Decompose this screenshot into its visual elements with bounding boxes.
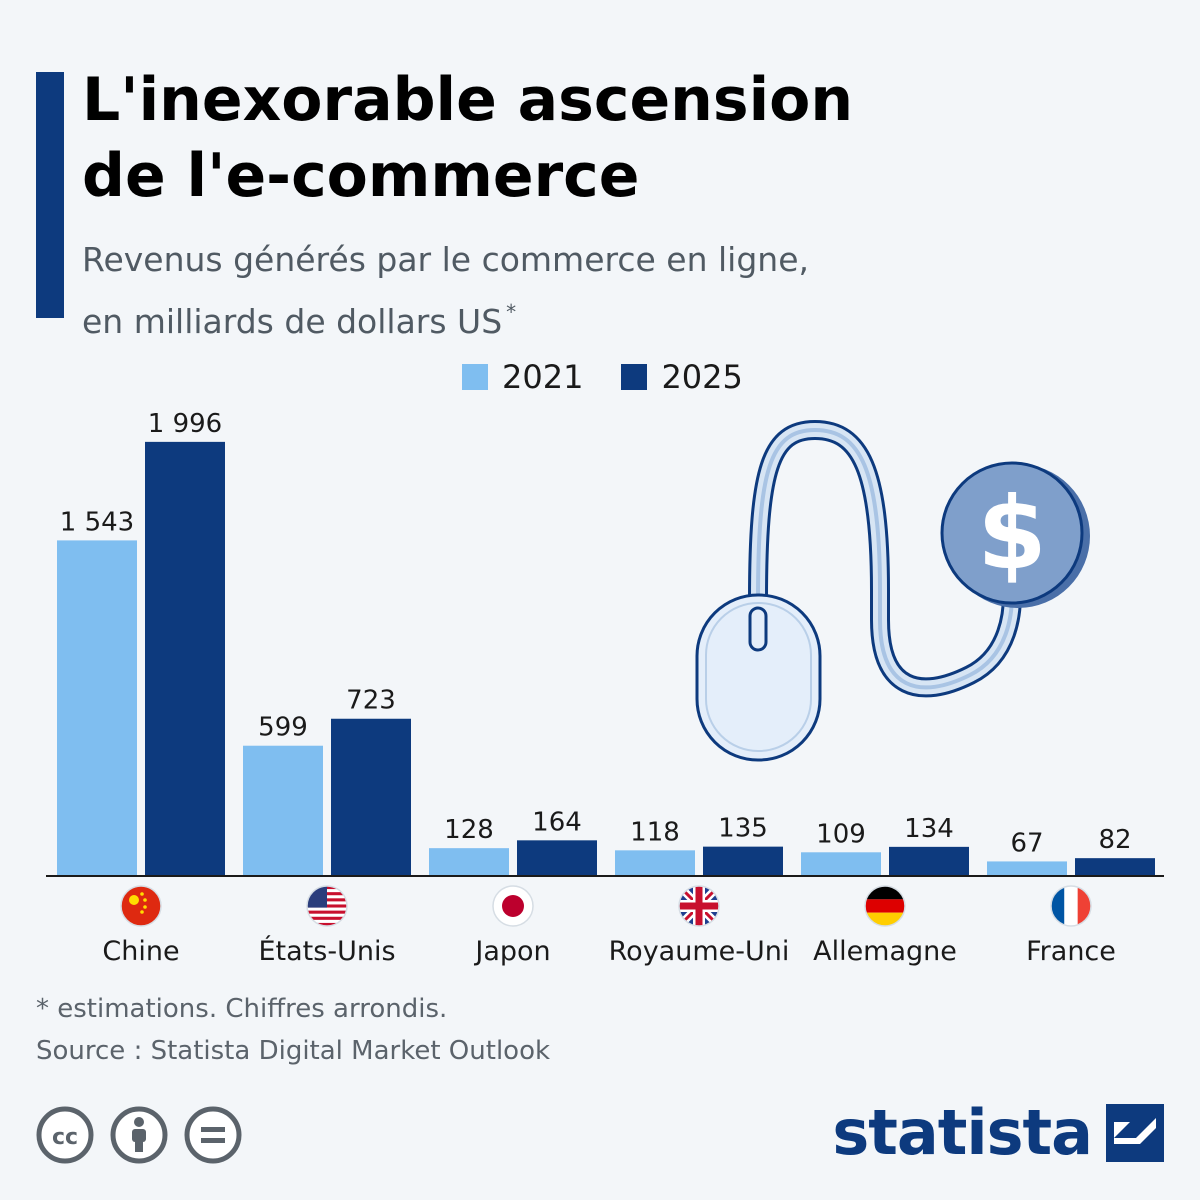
value-label-2025-0: 1 996 xyxy=(148,409,222,439)
flags-group: Chine États-Unis Japon Royaume-Uni Allemagne… xyxy=(102,885,1116,967)
subtitle-line-2: en milliards de dollars US xyxy=(82,302,503,341)
attribution-icon[interactable] xyxy=(110,1106,168,1164)
bar-chart: $ 1 543 1 996 599 723 128 164 118 135 109 134 67 82… xyxy=(46,409,1164,967)
uk-flag-icon xyxy=(678,885,720,927)
bar-2021-2 xyxy=(429,848,509,876)
subtitle-asterisk: * xyxy=(506,300,517,324)
footnote: * estimations. Chiffres arrondis. Source… xyxy=(36,988,550,1072)
category-label-2: Japon xyxy=(473,936,550,967)
bar-2025-5 xyxy=(1075,858,1155,876)
title-line-1: L'inexorable ascension xyxy=(82,65,854,135)
footnote-estimations: * estimations. Chiffres arrondis. xyxy=(36,994,448,1024)
bar-2021-0 xyxy=(57,540,137,876)
value-label-2021-5: 67 xyxy=(1010,828,1043,858)
statista-brand[interactable]: statista xyxy=(832,1096,1164,1169)
bar-2025-3 xyxy=(703,846,783,876)
statista-logo-icon xyxy=(1106,1103,1164,1162)
bar-2025-0 xyxy=(145,441,225,876)
bar-2021-1 xyxy=(243,745,323,876)
category-label-3: Royaume-Uni xyxy=(609,936,790,967)
value-label-2021-3: 118 xyxy=(630,817,680,847)
bar-2021-5 xyxy=(987,861,1067,876)
coin-symbol: $ xyxy=(977,475,1047,592)
france-flag-icon xyxy=(1050,885,1092,927)
value-label-2025-1: 723 xyxy=(346,686,396,716)
category-label-4: Allemagne xyxy=(813,936,957,967)
value-label-2025-3: 135 xyxy=(718,814,768,844)
bar-2025-2 xyxy=(517,840,597,876)
mouse-dollar-icon: $ xyxy=(695,419,1090,762)
bar-2021-3 xyxy=(615,850,695,876)
bar-2025-4 xyxy=(889,846,969,876)
bar-2025-1 xyxy=(331,718,411,876)
page-title: L'inexorable ascension de l'e-commerce xyxy=(82,62,982,214)
chart-subtitle: Revenus générés par le commerce en ligne… xyxy=(82,234,982,348)
chart-legend: 2021 2025 xyxy=(462,358,781,396)
category-label-0: Chine xyxy=(102,936,179,967)
legend-item-2025: 2025 xyxy=(621,358,743,396)
value-label-2021-1: 599 xyxy=(258,713,308,743)
legend-label-2021: 2021 xyxy=(502,358,584,396)
title-accent-bar xyxy=(36,72,64,318)
title-line-2: de l'e-commerce xyxy=(82,141,640,211)
value-label-2025-5: 82 xyxy=(1098,825,1131,855)
value-label-2021-0: 1 543 xyxy=(60,507,134,537)
value-label-2021-2: 128 xyxy=(444,815,494,845)
svg-text:cc: cc xyxy=(52,1125,78,1150)
brand-name: statista xyxy=(832,1096,1093,1169)
legend-swatch-2025 xyxy=(621,364,648,390)
legend-item-2021: 2021 xyxy=(462,358,583,396)
value-label-2025-4: 134 xyxy=(904,814,954,844)
usa-flag-icon xyxy=(306,885,348,927)
japan-flag-icon xyxy=(492,885,534,927)
cc-icon[interactable]: cc xyxy=(36,1106,94,1164)
value-label-2021-4: 109 xyxy=(816,819,866,849)
bar-2021-4 xyxy=(801,852,881,876)
category-label-1: États-Unis xyxy=(258,935,395,967)
germany-flag-icon xyxy=(864,885,906,927)
source-line: Source : Statista Digital Market Outlook xyxy=(36,1036,551,1066)
legend-swatch-2021 xyxy=(462,364,488,390)
china-flag-icon xyxy=(120,885,162,927)
value-label-2025-2: 164 xyxy=(532,807,582,837)
no-derivatives-icon[interactable] xyxy=(184,1106,242,1164)
subtitle-line-1: Revenus générés par le commerce en ligne… xyxy=(82,240,809,279)
legend-label-2025: 2025 xyxy=(661,358,743,396)
category-label-5: France xyxy=(1026,936,1116,967)
license-icons: cc xyxy=(36,1106,258,1164)
bars-group: 1 543 1 996 599 723 128 164 118 135 109 134 67 82 xyxy=(57,409,1155,876)
